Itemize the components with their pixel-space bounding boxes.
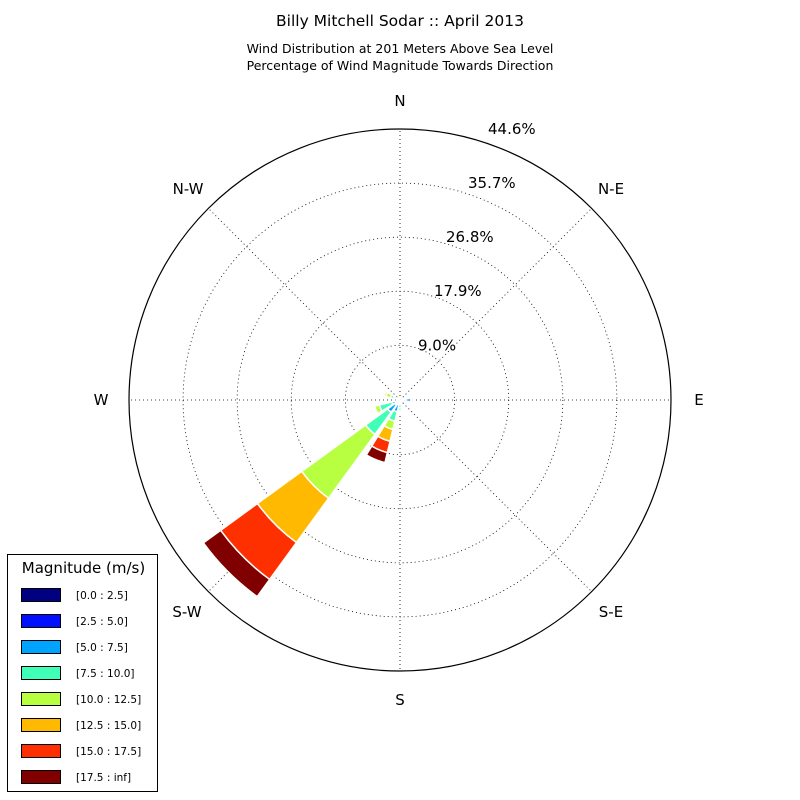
legend-swatch — [21, 588, 61, 602]
rose-bar-segment — [397, 411, 403, 415]
radial-tick-label: 26.8% — [446, 228, 494, 246]
legend-label: [10.0 : 12.5] — [76, 694, 142, 706]
rose-bar-segment — [365, 445, 389, 464]
polar-grid — [128, 128, 672, 672]
legend-swatch — [21, 692, 61, 706]
legend-label: [17.5 : inf] — [76, 772, 132, 784]
rose-bar-segment — [202, 529, 271, 598]
radial-tick-label: 35.7% — [468, 174, 516, 192]
legend-label: [5.0 : 7.5] — [76, 642, 128, 654]
direction-label: S — [395, 691, 405, 709]
grid-spoke — [399, 399, 592, 592]
legend-swatch — [21, 666, 61, 680]
radial-tick-label: 17.9% — [434, 282, 482, 300]
rose-bar-segment — [383, 390, 389, 398]
direction-label: N-W — [173, 180, 204, 198]
direction-label: W — [94, 391, 109, 409]
rose-bars — [202, 390, 416, 598]
direction-label: E — [694, 391, 703, 409]
radial-tick-label: 44.6% — [488, 120, 536, 138]
grid-spoke — [208, 208, 401, 401]
legend-label: [15.0 : 17.5] — [76, 746, 142, 758]
legend-label: [12.5 : 15.0] — [76, 720, 142, 732]
outer-circle — [128, 128, 672, 672]
chart-subtitle-line2: Percentage of Wind Magnitude Towards Dir… — [246, 58, 554, 73]
direction-label: S-E — [599, 603, 623, 621]
polar-labels: 9.0% 17.9% 26.8% 35.7% 44.6% N N-E E S-E S S-W W N-W — [94, 92, 704, 709]
legend-swatch — [21, 614, 61, 628]
grid-spoke — [399, 208, 592, 401]
rose-bar-segment — [412, 396, 416, 404]
direction-label: N — [394, 92, 405, 110]
grid-circle — [344, 344, 456, 456]
grid-circle — [236, 236, 564, 564]
legend-label: [7.5 : 10.0] — [76, 668, 135, 680]
legend-swatch — [21, 744, 61, 758]
legend-swatch — [21, 640, 61, 654]
legend: Magnitude (m/s) [0.0 : 2.5] [2.5 : 5.0] [5… — [7, 554, 158, 792]
rose-bar-segment — [372, 405, 379, 416]
chart-subtitle-line1: Wind Distribution at 201 Meters Above Se… — [246, 41, 554, 56]
legend-title: Magnitude (m/s) — [21, 559, 146, 577]
chart-title: Billy Mitchell Sodar :: April 2013 — [276, 12, 524, 30]
legend-swatch — [21, 770, 61, 784]
direction-label: N-E — [598, 180, 624, 198]
legend-swatch — [21, 718, 61, 732]
radial-tick-label: 9.0% — [418, 336, 456, 354]
legend-label: [2.5 : 5.0] — [76, 616, 128, 628]
direction-label: S-W — [172, 603, 201, 621]
legend-label: [0.0 : 2.5] — [76, 590, 128, 602]
